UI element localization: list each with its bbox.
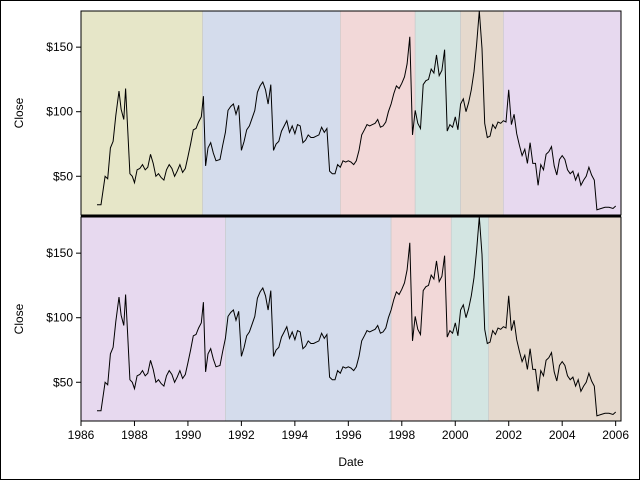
panel-2-close-line: [97, 216, 617, 417]
panel-1-band-3: [340, 10, 416, 216]
panel-2-y-tick-label-3: $150: [46, 246, 73, 260]
x-tick-label-7: 1998: [388, 428, 415, 442]
x-axis-label: Date: [338, 455, 364, 469]
panel-1-y-tick-label-2: $100: [46, 105, 73, 119]
x-tick-label-2: 1988: [121, 428, 148, 442]
panel-1-band-4: [414, 10, 461, 216]
panel-2-y-tick-label-2: $100: [46, 311, 73, 325]
panel-2-y-axis-label: Close: [12, 303, 26, 334]
x-tick-label-5: 1994: [282, 428, 309, 442]
x-tick-label-3: 1990: [175, 428, 202, 442]
panel-1-band-1: [80, 10, 203, 216]
x-tick-label-6: 1996: [335, 428, 362, 442]
x-tick-label-10: 2004: [549, 428, 576, 442]
panel-2-band-5: [488, 216, 622, 422]
panel-2-band-2: [225, 216, 392, 422]
panel-1-y-tick-label-1: $50: [53, 169, 73, 183]
x-tick-label-4: 1992: [228, 428, 255, 442]
panel-1-band-6: [503, 10, 622, 216]
x-tick-label-8: 2000: [442, 428, 469, 442]
panel-1-y-axis-label: Close: [12, 97, 26, 128]
x-tick-label-11: 2006: [602, 428, 629, 442]
panel-1-y-tick-label-3: $150: [46, 40, 73, 54]
x-tick-label-9: 2002: [495, 428, 522, 442]
panel-2-band-4: [450, 216, 489, 422]
x-tick-label-1: 1986: [68, 428, 95, 442]
panel-1-close-line: [97, 10, 617, 211]
panel-2-y-tick-label-1: $50: [53, 375, 73, 389]
